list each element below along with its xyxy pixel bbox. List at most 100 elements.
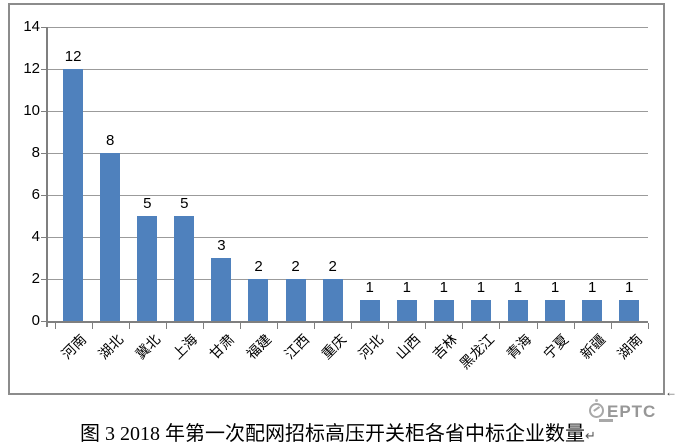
bar-value-label: 2 [328, 258, 337, 275]
y-axis-tick [41, 195, 46, 196]
x-axis-tick [573, 323, 575, 329]
bar-福建 [248, 279, 269, 321]
bar-value-label: 12 [64, 48, 82, 65]
gridline-y-6 [46, 195, 648, 196]
x-tick-label-甘肃: 甘肃 [206, 331, 238, 363]
x-axis-tick [462, 323, 464, 329]
bar-value-label: 1 [402, 279, 411, 296]
bar-重庆 [322, 279, 343, 321]
y-axis-tick [41, 111, 46, 112]
bar-value-label: 1 [365, 279, 374, 296]
bar-河南 [63, 69, 84, 321]
bar-湖南 [619, 300, 640, 321]
x-axis-tick [91, 323, 93, 329]
x-tick-label-河南: 河南 [58, 331, 90, 363]
bar-value-label: 1 [439, 279, 448, 296]
gridline-y-12 [46, 69, 648, 70]
bar-value-label: 1 [550, 279, 560, 296]
bar-黑龙江 [470, 300, 491, 321]
x-tick-label-冀北: 冀北 [132, 331, 164, 363]
bar-value-label: 8 [106, 132, 115, 149]
x-axis-tick [388, 323, 390, 329]
x-tick-label-河北: 河北 [354, 331, 387, 363]
gridline-y-4 [46, 237, 648, 238]
y-axis-tick [41, 279, 46, 280]
eptc-logo: EPTC [586, 399, 674, 428]
y-axis-line [46, 27, 48, 327]
x-tick-label-湖南: 湖南 [614, 331, 646, 363]
x-tick-label-上海: 上海 [169, 331, 201, 363]
y-tick-label: 12 [23, 60, 40, 77]
x-axis-tick [165, 323, 167, 329]
x-tick-label-江西: 江西 [280, 331, 312, 363]
x-axis-tick [128, 323, 130, 329]
x-axis-tick [425, 323, 427, 329]
bar-吉林 [433, 300, 454, 321]
y-tick-label: 10 [23, 102, 40, 119]
x-tick-label-吉林: 吉林 [429, 331, 461, 363]
figure-caption-text: 图 3 2018 年第一次配网招标高压开关柜各省中标企业数量 [80, 423, 586, 445]
bar-江西 [285, 279, 306, 321]
y-axis-tick [41, 237, 46, 238]
gridline-y-10 [46, 111, 648, 112]
x-tick-label-宁夏: 宁夏 [540, 331, 572, 363]
y-axis-tick [41, 27, 46, 28]
bar-新疆 [582, 300, 603, 321]
eptc-underline-mark [599, 419, 613, 422]
x-axis-tick [277, 323, 279, 329]
gridline-y-14 [46, 27, 648, 28]
y-axis-tick [41, 321, 46, 322]
x-axis-tick [239, 323, 241, 329]
y-tick-label: 0 [31, 312, 40, 329]
x-axis-tick [536, 323, 538, 329]
x-axis-tick [54, 323, 56, 329]
x-tick-label-重庆: 重庆 [317, 331, 349, 363]
eptc-logo-text: EPTC [607, 402, 657, 421]
x-tick-label-新疆: 新疆 [577, 331, 609, 363]
x-tick-label-黑龙江: 黑龙江 [456, 331, 498, 373]
x-axis-tick [314, 323, 316, 329]
y-tick-label: 14 [23, 18, 40, 35]
bar-冀北 [137, 216, 158, 321]
bar-上海 [174, 216, 195, 321]
bar-value-label: 2 [254, 258, 263, 275]
word-anchor-arrow-icon: ← [665, 385, 676, 399]
y-tick-label: 4 [31, 228, 40, 245]
bar-value-label: 1 [476, 279, 486, 296]
x-axis-tick [647, 323, 649, 329]
y-axis-tick [41, 153, 46, 154]
bar-河北 [359, 300, 380, 321]
x-axis-tick [351, 323, 353, 329]
eptc-globe-icon [589, 403, 604, 418]
bar-山西 [396, 300, 417, 321]
bar-value-label: 1 [625, 279, 634, 296]
x-axis-tick [610, 323, 612, 329]
gridline-y-2 [46, 279, 648, 280]
bar-value-label: 5 [180, 195, 189, 212]
bar-湖北 [100, 153, 121, 321]
x-tick-label-湖北: 湖北 [95, 331, 127, 363]
x-tick-label-山西: 山西 [391, 331, 424, 363]
bar-chart[interactable]: 0 2 4 6 8 10 12 14 12 河南 8 湖北 5 冀北 5 上海 3 甘肃 2 福建 2 江西 2 重庆 1 河北 1… [8, 3, 665, 395]
y-tick-label: 2 [31, 270, 40, 287]
bar-value-label: 2 [291, 258, 300, 275]
bar-青海 [507, 300, 528, 321]
x-axis-tick [202, 323, 204, 329]
y-tick-label: 6 [31, 186, 40, 203]
paragraph-mark-icon: ↵ [585, 428, 596, 443]
bar-value-label: 1 [513, 279, 523, 296]
bar-value-label: 5 [143, 195, 152, 212]
bar-value-label: 3 [217, 237, 226, 254]
gridline-y-8 [46, 153, 648, 154]
x-tick-label-青海: 青海 [503, 331, 535, 363]
x-axis-tick [499, 323, 501, 329]
y-tick-label: 8 [31, 144, 40, 161]
figure-caption: 图 3 2018 年第一次配网招标高压开关柜各省中标企业数量↵ [0, 417, 676, 446]
bar-宁夏 [545, 300, 566, 321]
y-axis-tick [41, 69, 46, 70]
x-tick-label-福建: 福建 [243, 331, 275, 363]
bar-甘肃 [211, 258, 232, 321]
bar-value-label: 1 [587, 279, 597, 296]
x-axis-line [46, 321, 648, 323]
